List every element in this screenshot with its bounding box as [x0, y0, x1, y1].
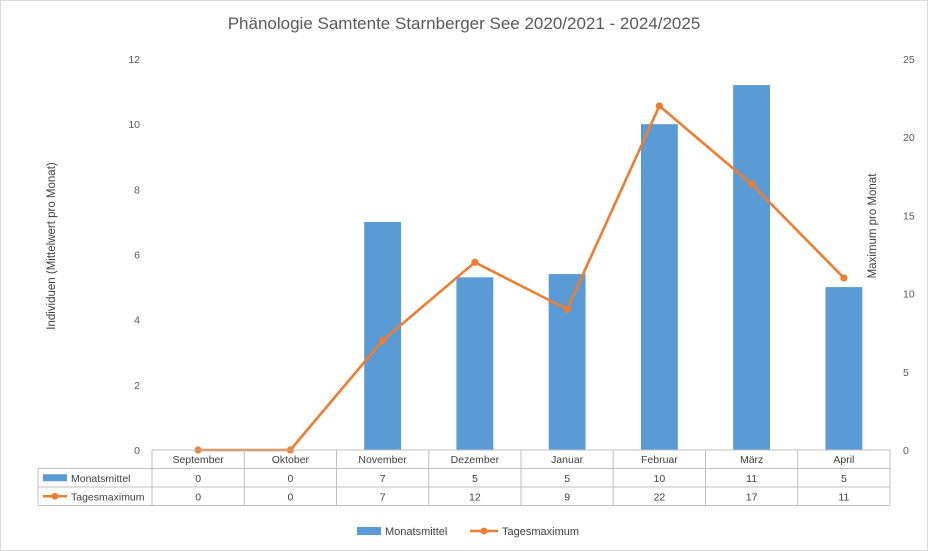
- legend-label: Monatsmittel: [385, 526, 447, 538]
- y-axis-right-ticks: 0 5 10 15 20 25: [903, 54, 915, 457]
- table-cell: 11: [838, 491, 849, 503]
- bar-dezember: [456, 277, 494, 450]
- table-cell: 12: [469, 491, 481, 503]
- table-cell: 9: [564, 491, 570, 503]
- table-cell: 0: [195, 491, 201, 503]
- legend-key-marker: [480, 527, 488, 535]
- y-left-tick-label: 8: [134, 184, 140, 196]
- data-table: September Oktober November Dezember Januar Fe…: [37, 449, 891, 506]
- table-cell: 7: [380, 473, 386, 485]
- legend-label: Tagesmaximum: [502, 526, 579, 538]
- y-left-tick-label: 12: [128, 54, 140, 66]
- y-left-tick-label: 2: [134, 380, 140, 392]
- x-category-label: November: [358, 454, 407, 466]
- x-category-label: April: [833, 454, 854, 466]
- table-key-bar: [43, 474, 67, 482]
- table-cell: 22: [654, 491, 666, 503]
- bar-februar: [640, 124, 678, 451]
- y-left-tick-label: 6: [134, 250, 140, 262]
- line-point-dezember: [471, 258, 479, 266]
- y-axis-left-title: Individuen (Mittelwert pro Monat): [46, 162, 58, 330]
- table-cell: 10: [654, 473, 666, 485]
- y-right-tick-label: 20: [903, 132, 915, 144]
- table-cell: 7: [380, 491, 386, 503]
- bar-november: [364, 221, 402, 450]
- table-cell: 0: [195, 473, 201, 485]
- x-category-label: Februar: [641, 454, 678, 466]
- legend: Monatsmittel Tagesmaximum: [357, 526, 579, 538]
- legend-key-bar: [357, 527, 381, 535]
- y-left-tick-label: 4: [134, 315, 140, 327]
- line-point-april: [840, 274, 848, 282]
- bar-april: [825, 287, 863, 450]
- y-right-tick-label: 15: [903, 210, 915, 222]
- line-point-januar: [563, 305, 571, 313]
- table-cell: 5: [841, 473, 847, 485]
- x-category-label: Januar: [551, 454, 584, 466]
- y-right-tick-label: 10: [903, 289, 915, 301]
- x-category-label: September: [172, 454, 224, 466]
- line-point-november: [379, 336, 387, 345]
- x-category-label: März: [740, 454, 763, 466]
- y-axis-left-ticks: 0 2 4 6 8 10 12: [128, 54, 140, 457]
- y-right-tick-label: 25: [903, 54, 915, 66]
- chart-title: Phänologie Samtente Starnberger See 2020…: [228, 14, 701, 33]
- y-left-tick-label: 0: [134, 445, 140, 457]
- bar-märz: [733, 85, 771, 451]
- bar-januar: [548, 274, 586, 450]
- table-cell: 0: [287, 473, 293, 485]
- line-tagesmaximum: [198, 104, 845, 452]
- line-point-februar: [655, 102, 663, 110]
- line-point-märz: [748, 180, 756, 188]
- table-cell: 0: [287, 491, 293, 503]
- y-right-tick-label: 0: [903, 445, 909, 457]
- line-series: [194, 102, 848, 454]
- table-series-name: Monatsmittel: [71, 473, 131, 485]
- x-category-label: Oktober: [272, 454, 310, 466]
- x-category-label: Dezember: [451, 454, 500, 466]
- y-right-tick-label: 5: [903, 367, 909, 379]
- table-key-marker: [51, 492, 59, 500]
- y-left-tick-label: 10: [128, 119, 140, 131]
- table-cell: 11: [746, 473, 757, 485]
- y-axis-right-title: Maximum pro Monat: [867, 173, 879, 279]
- table-cell: 5: [564, 473, 570, 485]
- table-cell: 17: [746, 491, 758, 503]
- bar-series: [364, 85, 863, 451]
- table-series-name: Tagesmaximum: [71, 491, 145, 503]
- table-cell: 5: [472, 473, 478, 485]
